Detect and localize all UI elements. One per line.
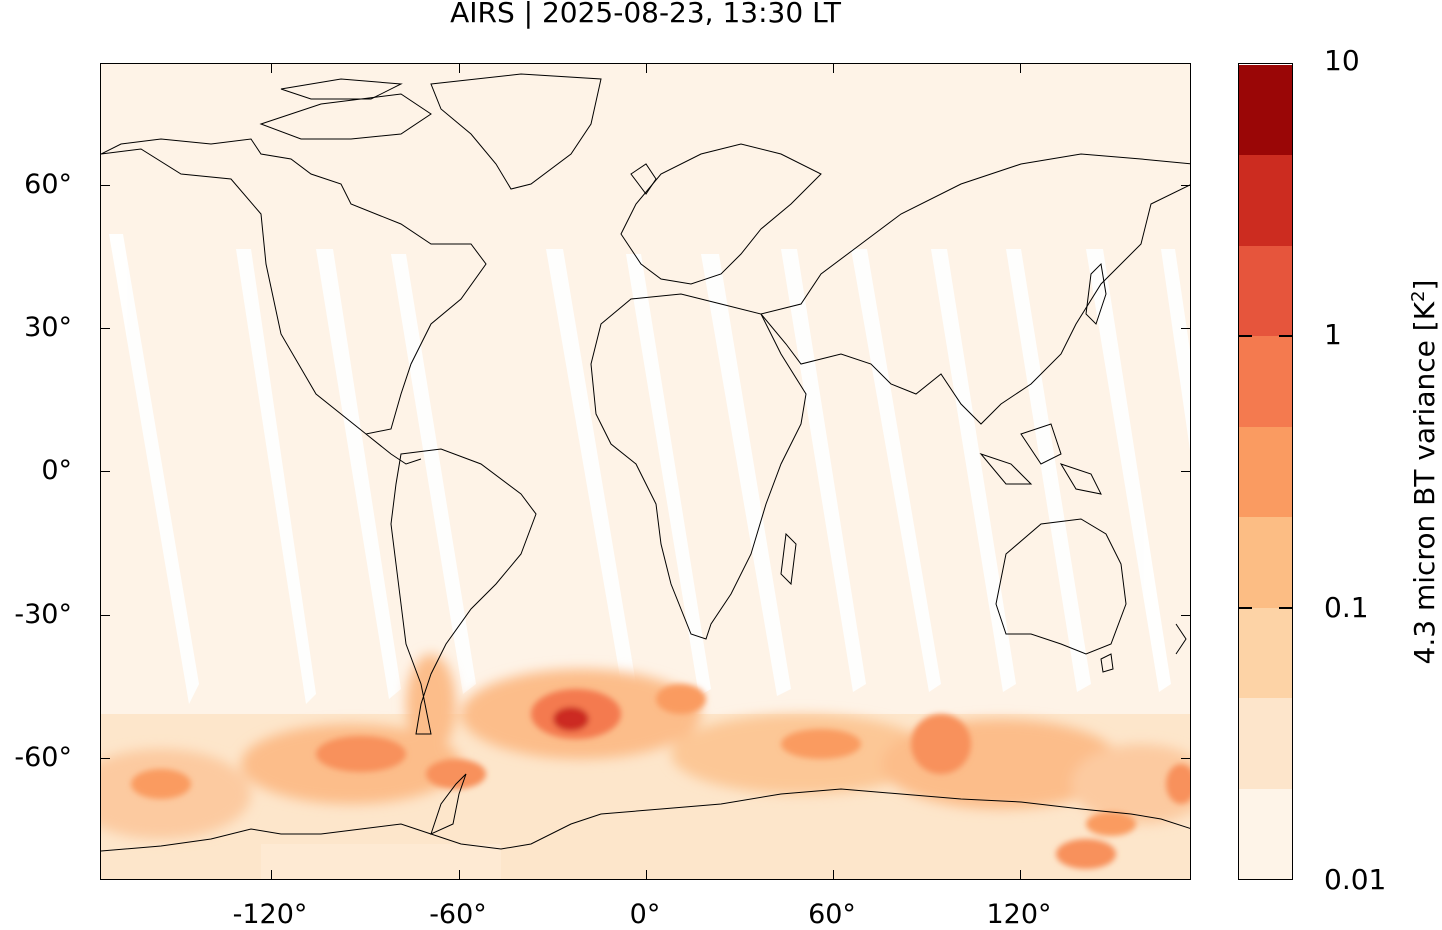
colorbar-title: 4.3 micron BT variance [K2]: [1407, 279, 1442, 665]
coastlines: [101, 73, 1190, 852]
map-tick: [101, 758, 110, 759]
map-tick: [1181, 328, 1190, 329]
map-title: AIRS | 2025-08-23, 13:30 LT: [450, 0, 841, 29]
colorbar-tick-label: 0.01: [1324, 863, 1387, 896]
map-tick: [1181, 471, 1190, 472]
x-tick-label: -60°: [429, 899, 487, 930]
colorbar-tick: [1238, 335, 1252, 337]
colorbar-segment: [1239, 607, 1292, 699]
colorbar-segment: [1239, 697, 1292, 789]
map-tick: [271, 870, 272, 879]
variance-field: [101, 654, 1190, 879]
y-tick-label: 30°: [24, 312, 72, 343]
x-tick-label: -120°: [232, 899, 308, 930]
x-tick-label: 120°: [986, 899, 1052, 930]
colorbar-segment: [1239, 426, 1292, 518]
map-tick: [1020, 870, 1021, 879]
colorbar-segment: [1239, 64, 1292, 156]
map-tick: [459, 64, 460, 73]
map-tick: [101, 185, 110, 186]
x-tick-label: 0°: [629, 899, 661, 930]
colorbar-segment: [1239, 516, 1292, 608]
map-tick: [271, 64, 272, 73]
map-tick: [833, 64, 834, 73]
colorbar-tick: [1279, 607, 1293, 609]
map-tick: [1181, 758, 1190, 759]
y-tick-label: 60°: [24, 169, 72, 200]
y-tick-label: -30°: [14, 599, 72, 630]
map-tick: [1181, 185, 1190, 186]
colorbar-segment: [1239, 245, 1292, 337]
colorbar-tick-label: 0.1: [1324, 591, 1369, 624]
map-tick: [1020, 64, 1021, 73]
x-tick-label: 60°: [808, 899, 856, 930]
colorbar-segment: [1239, 335, 1292, 427]
map-tick: [646, 870, 647, 879]
y-tick-label: -60°: [14, 742, 72, 773]
map-tick: [833, 870, 834, 879]
colorbar: [1238, 63, 1293, 880]
colorbar-tick-label: 10: [1324, 44, 1360, 77]
colorbar-tick: [1238, 607, 1252, 609]
map-canvas: [101, 73, 1190, 879]
y-tick-label: 0°: [41, 455, 72, 486]
map-tick: [101, 328, 110, 329]
map-tick: [646, 64, 647, 73]
swath-gaps: [109, 234, 1190, 704]
map-tick: [459, 870, 460, 879]
map-tick: [101, 471, 110, 472]
colorbar-segment: [1239, 788, 1292, 879]
map-tick: [101, 615, 110, 616]
map-tick: [1181, 615, 1190, 616]
colorbar-tick-label: 1: [1324, 318, 1342, 351]
map-panel[interactable]: [100, 63, 1191, 880]
colorbar-segment: [1239, 154, 1292, 246]
colorbar-tick: [1279, 335, 1293, 337]
